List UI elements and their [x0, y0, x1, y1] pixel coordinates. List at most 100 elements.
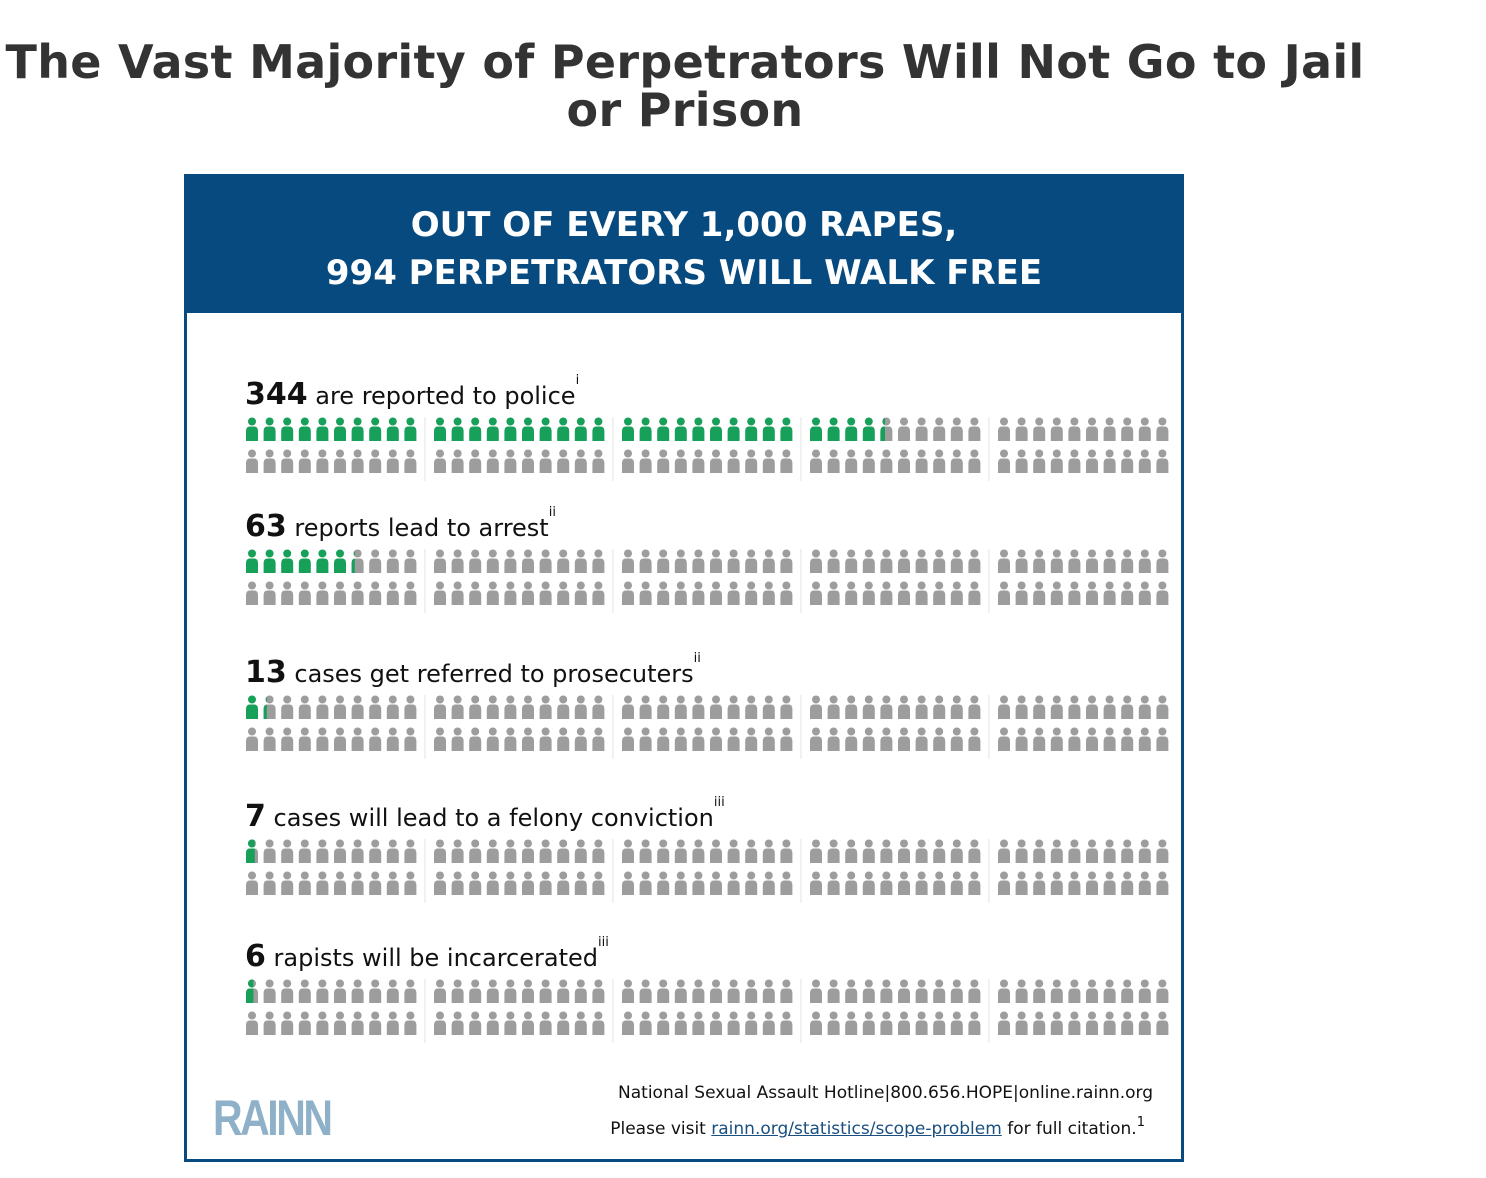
person-icon: [434, 581, 446, 605]
person-icon: [998, 839, 1010, 863]
person-icon: [1103, 839, 1116, 863]
person-icon: [1121, 979, 1134, 1003]
pictogram-grid-4: [246, 839, 1169, 903]
person-icon: [674, 979, 687, 1003]
person-icon: [810, 549, 822, 573]
person-icon: [915, 581, 928, 605]
person-icon: [1033, 979, 1046, 1003]
person-icon: [968, 1011, 981, 1035]
person-icon: [780, 417, 793, 441]
person-icon: [674, 839, 687, 863]
person-icon: [316, 581, 329, 605]
person-icon: [1086, 695, 1098, 719]
person-icon: [369, 581, 382, 605]
person-icon: [780, 1011, 793, 1035]
person-icon: [710, 871, 722, 895]
person-icon: [263, 839, 276, 863]
person-icon: [469, 449, 482, 473]
person-icon: [1156, 839, 1169, 863]
person-icon: [780, 979, 793, 1003]
person-icon: [1068, 695, 1081, 719]
person-icon: [915, 695, 928, 719]
person-icon: [451, 839, 464, 863]
stat-label-1: 344 are reported to policei: [245, 373, 579, 412]
header-line-2: 994 PERPETRATORS WILL WALK FREE: [325, 253, 1043, 293]
person-icon: [933, 839, 946, 863]
person-icon: [592, 581, 605, 605]
person-icon: [298, 1011, 311, 1035]
person-icon: [1138, 581, 1151, 605]
person-icon: [898, 449, 910, 473]
person-icon: [522, 417, 534, 441]
person-icon: [404, 979, 417, 1003]
person-icon: [246, 1011, 258, 1035]
person-icon: [539, 449, 552, 473]
person-icon: [674, 695, 687, 719]
person-icon: [968, 979, 981, 1003]
person-icon: [1015, 839, 1028, 863]
person-icon: [1068, 839, 1081, 863]
person-icon: [351, 695, 364, 719]
person-icon: [316, 549, 329, 573]
person-icon: [557, 727, 570, 751]
person-icon: [827, 417, 840, 441]
person-icon: [1050, 1011, 1063, 1035]
person-icon: [745, 695, 758, 719]
person-icon: [622, 979, 634, 1003]
person-icon: [710, 839, 722, 863]
person-icon: [486, 695, 499, 719]
person-icon: [574, 549, 587, 573]
person-icon: [316, 449, 329, 473]
person-icon: [1033, 839, 1046, 863]
person-icon: [334, 417, 346, 441]
person-icon: [316, 979, 329, 1003]
person-icon: [1086, 581, 1098, 605]
person-icon: [727, 695, 740, 719]
person-icon: [504, 581, 517, 605]
person-icon: [845, 695, 858, 719]
person-icon: [298, 727, 311, 751]
person-icon: [1138, 871, 1151, 895]
person-icon: [1050, 417, 1063, 441]
person-icon: [1033, 871, 1046, 895]
person-icon: [915, 979, 928, 1003]
person-icon: [451, 581, 464, 605]
person-icon: [451, 549, 464, 573]
person-icon: [386, 727, 399, 751]
footnote-mark: 1: [1136, 1115, 1145, 1130]
person-icon: [1156, 1011, 1169, 1035]
person-icon: [334, 581, 346, 605]
person-icon: [950, 871, 963, 895]
stat-description: cases get referred to prosecuters: [286, 660, 694, 688]
person-icon: [592, 839, 605, 863]
person-icon: [692, 417, 705, 441]
citation-link[interactable]: rainn.org/statistics/scope-problem: [711, 1119, 1002, 1139]
person-icon: [1033, 449, 1046, 473]
person-icon: [845, 839, 858, 863]
person-icon: [745, 449, 758, 473]
person-icon: [845, 979, 858, 1003]
stat-footnote: ii: [693, 651, 701, 666]
person-icon: [1050, 449, 1063, 473]
stat-footnote: i: [575, 373, 580, 388]
person-icon: [281, 417, 294, 441]
person-icon: [745, 581, 758, 605]
person-icon: [998, 979, 1010, 1003]
person-icon: [998, 581, 1010, 605]
person-icon: [504, 727, 517, 751]
person-icon: [316, 1011, 329, 1035]
person-icon: [486, 449, 499, 473]
person-icon: [369, 871, 382, 895]
person-icon: [1121, 417, 1134, 441]
person-icon: [281, 581, 294, 605]
person-icon: [622, 727, 634, 751]
person-icon: [692, 871, 705, 895]
person-icon: [692, 1011, 705, 1035]
person-icon: [539, 417, 552, 441]
person-icon: [898, 727, 910, 751]
person-icon: [692, 979, 705, 1003]
person-icon: [622, 417, 634, 441]
person-icon: [434, 417, 446, 441]
person-icon: [998, 449, 1010, 473]
person-icon: [451, 1011, 464, 1035]
